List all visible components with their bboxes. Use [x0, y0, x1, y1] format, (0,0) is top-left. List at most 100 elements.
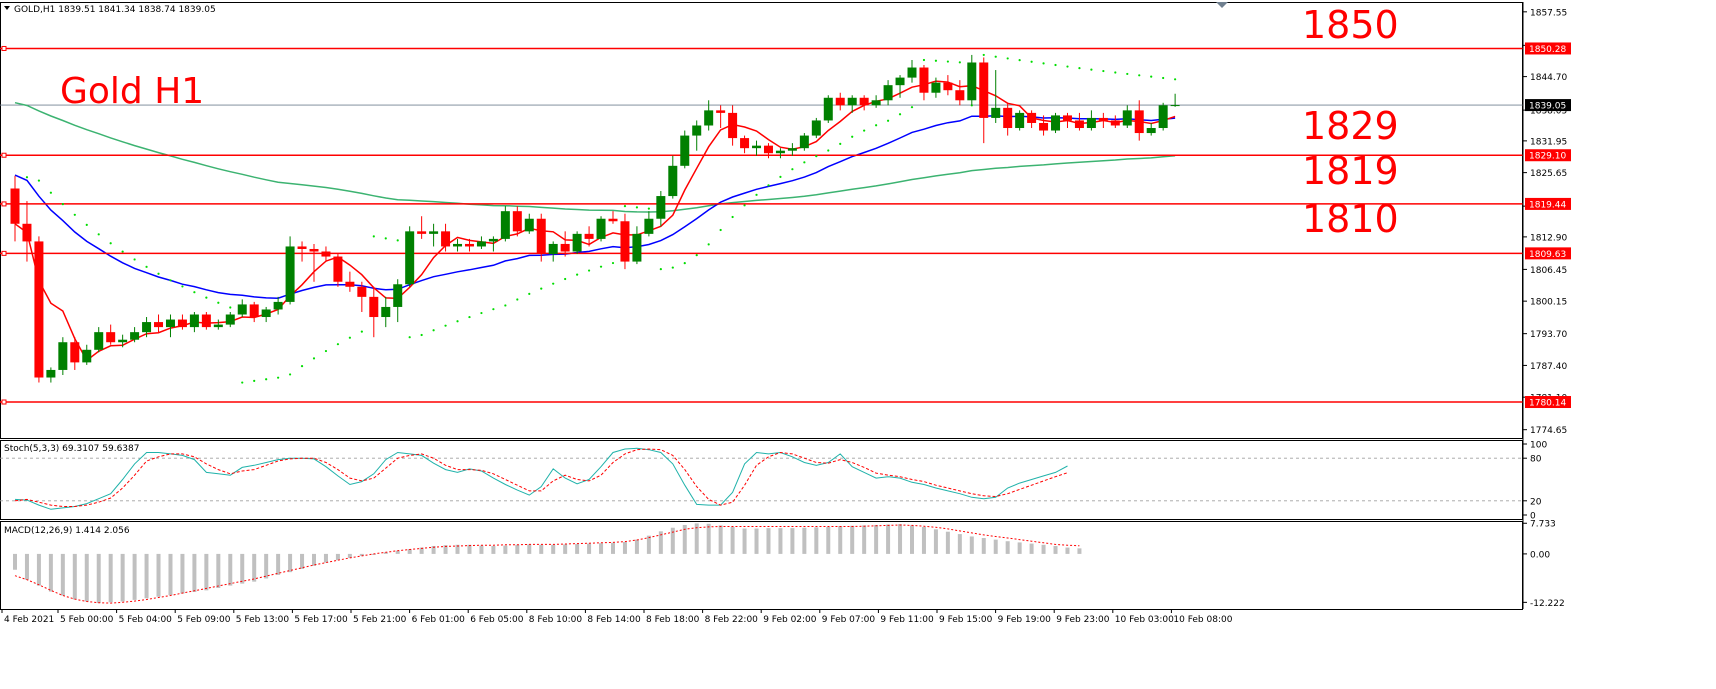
candle	[1158, 102, 1168, 131]
candle-body	[106, 332, 116, 343]
level-price-label: 1780.14	[1529, 399, 1566, 409]
candle	[656, 191, 666, 227]
sar-dot	[516, 298, 519, 301]
candle	[309, 243, 319, 282]
candle	[82, 344, 92, 365]
candle-body	[261, 309, 271, 318]
stochastic-panel[interactable]: Stoch(5,3,3) 69.3107 59.6387	[0, 440, 1523, 520]
candle	[512, 206, 522, 237]
candle-body	[1110, 120, 1120, 126]
macd-histogram-bar	[156, 553, 161, 597]
candle	[165, 314, 175, 338]
candle-body	[895, 77, 905, 86]
macd-histogram-bar	[945, 531, 950, 554]
time-axis-label: 5 Feb 13:00	[236, 615, 290, 625]
candle	[1146, 122, 1156, 136]
macd-histogram-bar	[551, 544, 556, 554]
macd-histogram-bar	[658, 531, 663, 554]
candle	[453, 238, 463, 252]
sar-dot	[1066, 65, 1069, 68]
macd-histogram-bar	[706, 523, 711, 554]
candle-body	[488, 238, 498, 242]
sar-dot	[827, 149, 830, 152]
macd-histogram-bar	[359, 553, 364, 556]
level-annotation: 1810	[1302, 197, 1399, 241]
candle-body	[560, 243, 570, 252]
macd-axis-label: 7.733	[1530, 520, 1556, 530]
candle-body	[572, 233, 582, 252]
sar-dot	[647, 207, 650, 210]
price-axis-label: 1806.45	[1530, 266, 1567, 276]
macd-histogram-bar	[1017, 542, 1022, 554]
macd-histogram-bar	[479, 545, 484, 554]
stoch-axis-label: 0	[1530, 512, 1536, 522]
candle-body	[333, 256, 343, 282]
macd-histogram-bar	[802, 527, 807, 554]
sar-dot	[1054, 63, 1057, 67]
time-axis-label: 9 Feb 19:00	[998, 615, 1052, 625]
candle	[883, 80, 893, 106]
sar-dot	[37, 179, 41, 182]
sar-dot	[277, 376, 280, 379]
sar-dot	[61, 202, 64, 206]
sar-dot	[468, 315, 471, 319]
candle-body	[608, 218, 618, 222]
macd-histogram-bar	[347, 553, 352, 558]
sar-dot	[241, 381, 244, 384]
price-panel[interactable]: GOLD,H1 1839.51 1841.34 1838.74 1839.05 G…	[0, 2, 1523, 439]
candle	[213, 319, 223, 330]
sar-dot	[791, 168, 794, 171]
candle	[118, 334, 128, 348]
macd-histogram-bar	[766, 528, 771, 554]
macd-histogram-bar	[599, 543, 604, 554]
candle	[441, 223, 451, 252]
sar-dot	[97, 233, 100, 236]
macd-histogram-bar	[921, 526, 926, 554]
macd-histogram-bar	[48, 553, 53, 592]
sar-dot	[1030, 60, 1033, 63]
sar-dot	[480, 311, 483, 315]
sar-dot	[564, 277, 567, 281]
chart-annotation-title: Gold H1	[60, 71, 204, 112]
candle-body	[357, 286, 367, 297]
macd-histogram-bar	[898, 524, 903, 554]
sar-dot	[1078, 66, 1081, 70]
sar-dot	[528, 292, 531, 295]
candle-body	[584, 233, 594, 239]
candle-body	[70, 342, 80, 363]
candle	[405, 226, 415, 287]
macd-histogram-bar	[335, 553, 340, 561]
macd-histogram-bar	[13, 553, 17, 570]
sar-dot	[1102, 69, 1105, 73]
sar-dot	[839, 142, 842, 145]
sar-dot	[719, 228, 722, 232]
sar-dot	[432, 329, 435, 332]
level-marker	[1, 45, 7, 51]
level-price-box	[1525, 42, 1571, 55]
sar-dot	[958, 61, 961, 64]
macd-histogram-bar	[264, 553, 269, 579]
level-price-box	[1525, 197, 1571, 210]
macd-histogram-bar	[575, 543, 580, 554]
sar-dot	[169, 279, 172, 282]
macd-histogram-bar	[587, 543, 592, 554]
sar-dot	[659, 268, 662, 271]
candle	[536, 213, 546, 262]
price-axis-label: 1787.40	[1530, 362, 1567, 372]
candle-body	[979, 62, 989, 118]
time-axis-label: 8 Feb 14:00	[587, 615, 641, 625]
macd-panel[interactable]: MACD(12,26,9) 1.414 2.056	[0, 521, 1523, 610]
macd-histogram-bar	[204, 553, 209, 591]
candle	[1051, 112, 1061, 134]
sar-dot	[372, 235, 375, 238]
sar-dot	[456, 320, 459, 323]
sar-dot	[121, 250, 124, 253]
candle	[752, 140, 762, 156]
candle	[620, 213, 630, 270]
candle	[357, 281, 367, 312]
sar-dot	[1090, 68, 1093, 71]
sar-dot	[157, 272, 160, 275]
sar-dot	[312, 357, 316, 360]
